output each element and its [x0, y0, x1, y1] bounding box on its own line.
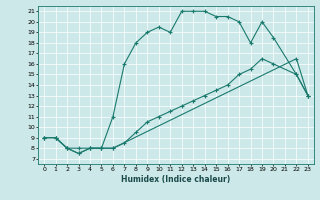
X-axis label: Humidex (Indice chaleur): Humidex (Indice chaleur) — [121, 175, 231, 184]
